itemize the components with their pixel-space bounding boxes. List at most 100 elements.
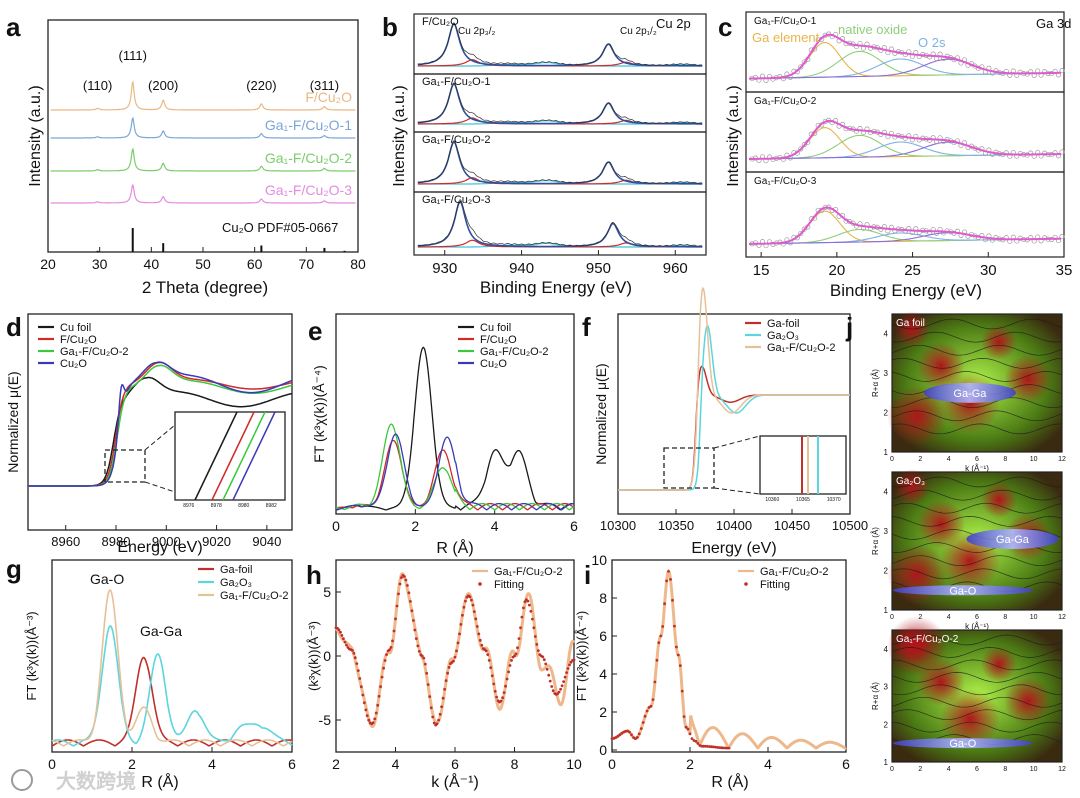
contour-line [891,318,1063,330]
fit-point [459,623,463,626]
zoom-box-f [663,447,715,489]
fit-point [404,578,408,582]
map-yticklabel: 4 [884,645,889,654]
raw-data-point [801,142,807,148]
legend-label: Ga₂O₃ [220,577,252,589]
fit-point-i [637,732,641,736]
panel-letter-h: h [306,560,322,590]
panel-g: g 0 2 4 6 Ga-O Ga-Ga Ga-foilGa₂O₃Ga₁-F/Cu₂O… [6,554,296,791]
inset-edge-line [232,411,276,501]
plot-frame-i [611,559,847,753]
map-yticklabel: 2 [884,409,889,418]
fit-point [541,655,545,659]
g-ticklabel: 0 [48,756,56,772]
fit-point-i [653,680,657,684]
fit-point [432,721,436,725]
legend-marker [478,582,482,586]
fit-point [420,654,424,658]
legend-label: Ga₁-F/Cu₂O-2 [60,346,129,358]
contour-line [891,696,1063,708]
fit-point-i [725,746,729,750]
series-name-a: Ga₁-F/Cu₂O-1 [265,117,352,133]
xlabel-a: 2 Theta (degree) [142,278,268,297]
fit-point [435,722,439,726]
fit-point-i [690,737,694,740]
peak-index-label: (311) [310,78,339,93]
wavelet-hot-region [917,342,965,390]
fit-point [385,653,388,656]
fit-point [388,648,391,651]
fit-point [502,691,506,694]
fit-point [441,696,445,700]
inset-ticklabel: 8980 [238,503,249,509]
fit-point [471,603,475,607]
fit-point [395,604,399,608]
map-xticklabel: 6 [975,766,979,773]
map-xticklabel: 6 [975,614,979,621]
sample-label-c: Ga₁-F/Cu₂O-1 [754,16,817,27]
fit-point [462,605,466,609]
map-xticklabel: 12 [1058,766,1066,773]
f-ticklabel: 10450 [774,518,810,533]
component-label: O 2s [918,35,946,50]
e-ticklabel: 0 [332,518,340,534]
fit-point-i [643,714,647,718]
d-ticklabel: 9040 [252,534,281,549]
sample-label-c: Ga₁-F/Cu₂O-2 [754,96,817,107]
map-xlabel: k (Å⁻¹) [965,464,989,473]
cu-plus-trace [417,201,703,248]
i-ticklabel: 6 [842,756,850,772]
xanes-trace [28,361,293,487]
g-ticklabel: 4 [208,756,216,772]
map-xticklabel: 8 [1003,614,1007,621]
fit-point [428,695,432,698]
fit-point [409,600,412,603]
tag-ga-3d: Ga 3d [1036,16,1071,31]
xlabel-c: Binding Energy (eV) [830,281,982,300]
contour-line [891,709,1063,721]
contour-line [891,423,1062,435]
h-ticklabel: 4 [392,756,400,772]
watermark: 大数跨境 [11,769,136,793]
panel-letter-e: e [308,316,322,346]
fit-point-i [661,625,665,628]
fit-point [361,693,365,697]
contour-line [891,476,1063,488]
fit-point [478,638,482,642]
fit-point [510,659,513,662]
fit-point [542,658,546,662]
fit-point [461,613,464,617]
legend-label: Ga₁-F/Cu₂O-2 [760,566,829,578]
fit-point [495,695,498,699]
map-xticklabel: 4 [947,766,951,773]
tag-cu-2p: Cu 2p [656,16,691,31]
fit-point-i [663,602,666,606]
c-ticklabel: 35 [1056,262,1073,279]
cu-plus-trace [417,83,703,125]
ylabel-a: Intensity (a.u.) [27,85,44,186]
a-ticklabel: 60 [247,256,263,272]
fit-point-i [628,730,631,734]
ft-trace [335,346,575,511]
fit-point [470,598,473,602]
ft-trace-ga [51,589,293,747]
wavelet-hot-region [894,469,930,505]
contour-line [891,634,1063,646]
raw-data-point [1042,235,1048,241]
map-ylabel: R+α (Å) [871,682,880,710]
fit-point-i [667,570,670,573]
fit-point-i [659,634,663,638]
map-xticklabel: 0 [890,766,894,773]
fit-point [358,677,362,680]
annotation-ga-o: Ga-O [90,571,124,587]
zoom-line-top [144,424,176,451]
xlabel-h: k (Å⁻¹) [431,772,479,791]
contour-line [891,397,1063,409]
fit-point [504,684,507,688]
xlabel-e: R (Å) [436,538,473,557]
xrd-trace [50,116,356,139]
fit-point-i [680,689,684,693]
map-xticklabel: 10 [1030,456,1038,463]
fit-point-i [669,578,672,581]
fit-point [566,667,570,670]
